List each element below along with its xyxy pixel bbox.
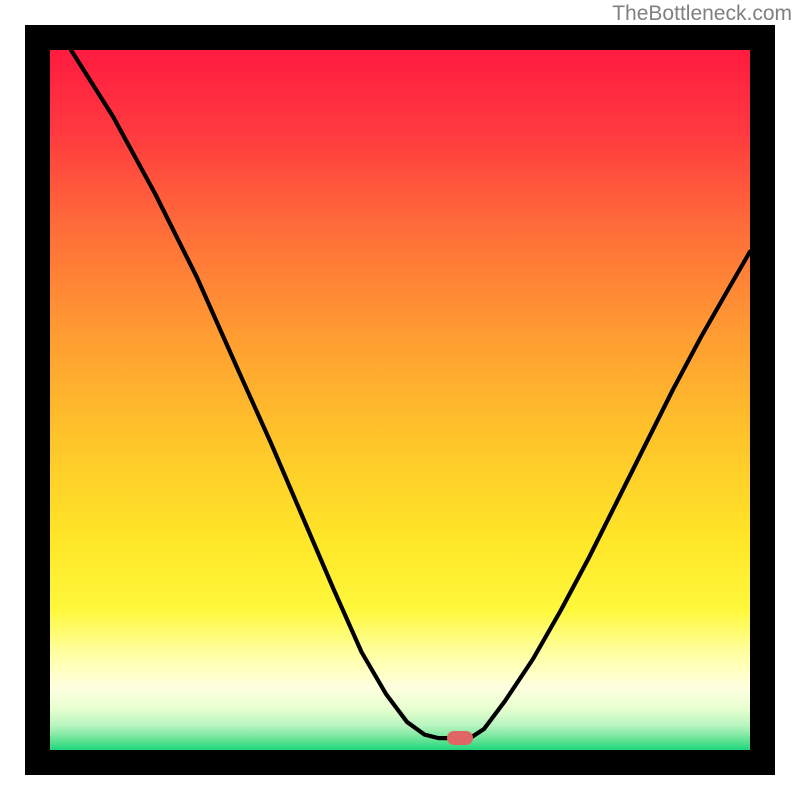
curve-line: [50, 50, 750, 750]
bottleneck-marker: [447, 731, 473, 745]
plot-area: [50, 50, 750, 750]
watermark-text: TheBottleneck.com: [612, 2, 792, 26]
chart-container: TheBottleneck.com: [0, 0, 800, 800]
